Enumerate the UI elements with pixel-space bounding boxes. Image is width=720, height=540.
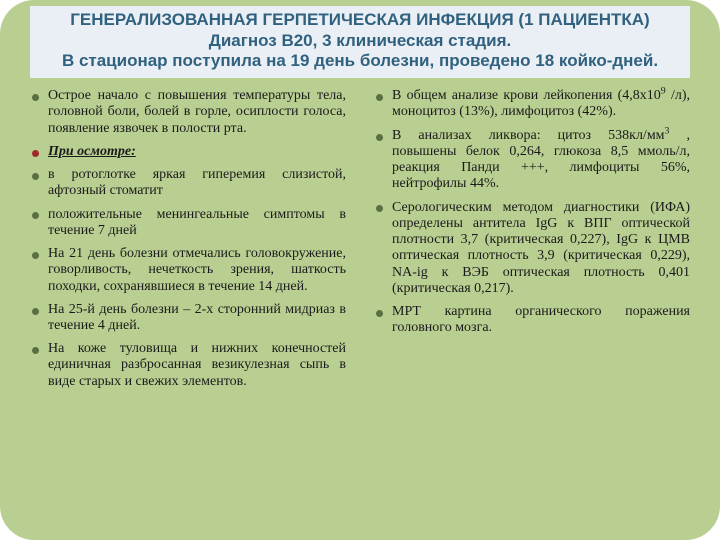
list-item: Острое начало с повышения температуры те… — [48, 88, 346, 137]
list-item: На 25-й день болезни – 2-х сторонний мид… — [48, 302, 346, 334]
header-box: ГЕНЕРАЛИЗОВАННАЯ ГЕРПЕТИЧЕСКАЯ ИНФЕКЦИЯ … — [30, 6, 690, 78]
list-item: На коже туловища и нижних конечностей ед… — [48, 341, 346, 390]
list-item: При осмотре: — [48, 144, 346, 160]
columns: Острое начало с повышения температуры те… — [30, 84, 690, 397]
list-item: в ротоглотке яркая гиперемия слизистой, … — [48, 167, 346, 199]
header-line-2: Диагноз В20, 3 клиническая стадия. — [40, 31, 680, 52]
list-item: положительные менингеальные симптомы в т… — [48, 207, 346, 239]
list-item: МРТ картина органического поражения голо… — [392, 304, 690, 336]
left-list: Острое начало с повышения температуры те… — [30, 88, 346, 390]
list-item: Серологическим методом диагностики (ИФА)… — [392, 200, 690, 297]
header-line-3: В стационар поступила на 19 день болезни… — [40, 51, 680, 72]
header-line-1: ГЕНЕРАЛИЗОВАННАЯ ГЕРПЕТИЧЕСКАЯ ИНФЕКЦИЯ … — [40, 10, 680, 31]
list-item: В общем анализе крови лейкопения (4,8х10… — [392, 88, 690, 120]
slide-root: ГЕНЕРАЛИЗОВАННАЯ ГЕРПЕТИЧЕСКАЯ ИНФЕКЦИЯ … — [0, 0, 720, 540]
right-list: В общем анализе крови лейкопения (4,8х10… — [374, 88, 690, 336]
left-column: Острое начало с повышения температуры те… — [30, 84, 346, 397]
right-column: В общем анализе крови лейкопения (4,8х10… — [374, 84, 690, 397]
list-item: В анализах ликвора: цитоз 538кл/мм3 , по… — [392, 128, 690, 193]
list-item: На 21 день болезни отмечались головокруж… — [48, 246, 346, 295]
